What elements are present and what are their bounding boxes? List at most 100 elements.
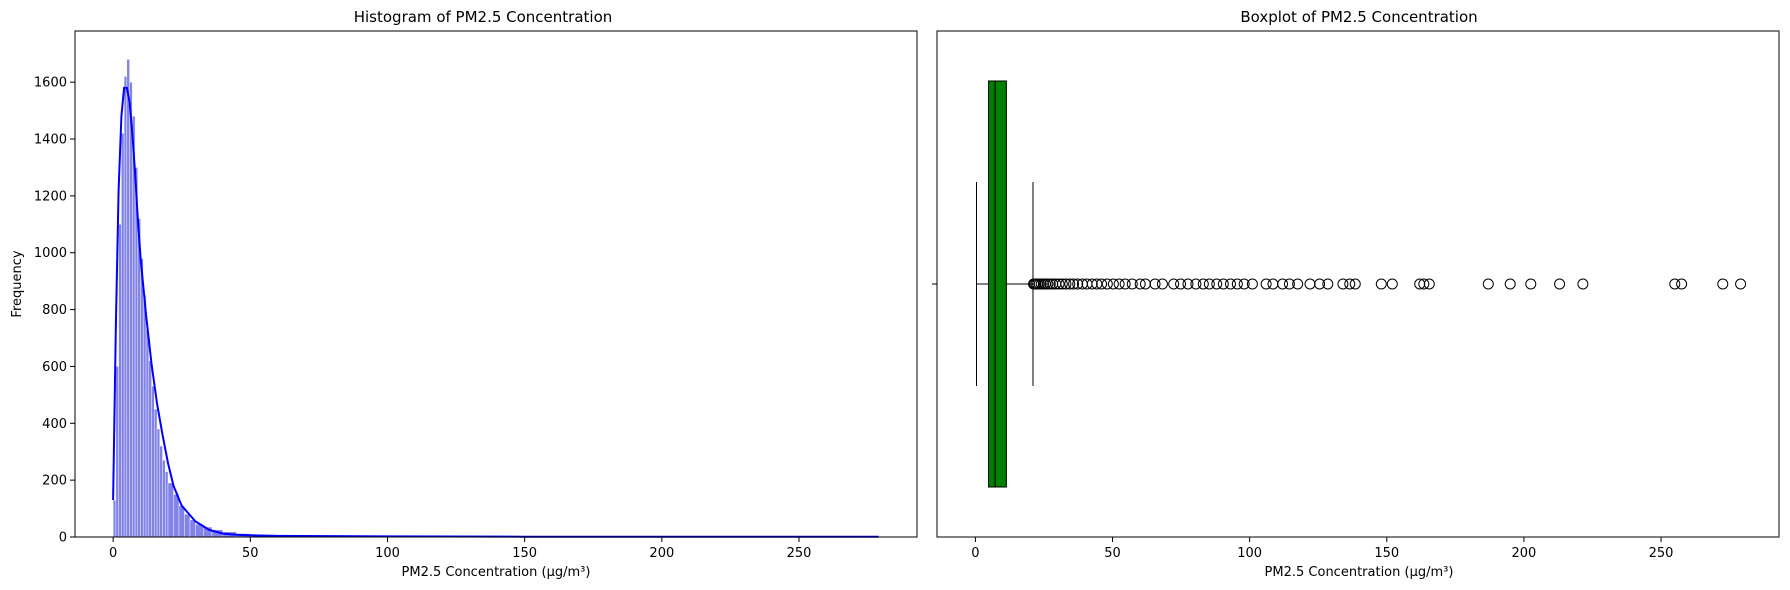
boxplot-outlier [1096,278,1108,290]
boxplot-outlier [1246,278,1258,290]
histogram-x-axis-label: PM2.5 Concentration (µg/m³) [402,565,591,580]
histogram-y-tick-label: 400 [42,417,67,432]
histogram-bar [121,133,125,538]
boxplot-outlier [1423,278,1435,290]
histogram-y-tick-label: 200 [42,474,67,489]
boxplot-outlier [1068,278,1080,290]
histogram-x-tick-label: 250 [787,546,812,561]
boxplot-x-tick-label: 200 [1512,546,1537,561]
histogram-y-tick-label: 600 [42,360,67,375]
boxplot-outlier [1149,278,1161,290]
histogram-bar [173,494,180,538]
boxplot-outlier [1203,278,1215,290]
boxplot-outlier [1292,278,1304,290]
boxplot-outlier [1134,278,1146,290]
boxplot-outlier [1418,278,1430,290]
boxplot-outlier [1044,278,1056,290]
boxplot-outlier [1231,278,1243,290]
histogram-bar [137,218,141,538]
boxplot-outlier [1119,278,1131,290]
boxplot-outlier [1717,278,1729,290]
boxplot-outlier [1525,278,1537,290]
boxplot-outlier [1238,278,1250,290]
histogram-bar [145,329,150,538]
histogram-y-tick-label: 1400 [34,133,67,148]
histogram-x-ticks: 0 50 100 150 200 250 [109,537,811,561]
boxplot-outlier [1224,278,1236,290]
boxplot-outlier [1072,278,1084,290]
histogram-bar [154,408,158,538]
boxplot-outlier [1386,278,1398,290]
histogram-bar [159,445,163,538]
boxplot-outlier [1504,278,1516,290]
histogram-bar [129,81,133,538]
histogram-bar [123,76,128,538]
boxplot-panel: Boxplot of PM2.5 Concentration 0 50 100 150… [932,8,1780,580]
histogram-bar [156,428,160,538]
histogram-x-tick-label: 150 [512,546,537,561]
boxplot-outlier [1349,278,1361,290]
histogram-x-tick-label: 50 [242,546,259,561]
boxplot-outlier [1304,278,1316,290]
boxplot-outlier [1375,278,1387,290]
histogram-frame [74,30,918,538]
histogram-bar [151,386,155,538]
boxplot-outlier [1056,278,1068,290]
boxplot-outlier [1344,278,1356,290]
boxplot-outlier [1182,278,1194,290]
histogram-bar [140,258,144,538]
boxplot-outlier [1676,278,1688,290]
boxplot-outlier [1113,278,1125,290]
boxplot-x-axis-label: PM2.5 Concentration (µg/m³) [1265,565,1454,580]
boxplot-box [988,80,1007,488]
boxplot-outlier [1190,278,1202,290]
boxplot-outlier [1101,278,1113,290]
boxplot-outlier [1314,278,1326,290]
boxplot-outlier [1217,278,1229,290]
boxplot-outlier [1197,278,1209,290]
boxplot-outlier [1086,278,1098,290]
histogram-y-tick-label: 1200 [34,189,67,204]
histogram-panel: Histogram of PM2.5 Concentration 0 50 100 1… [10,8,918,580]
histogram-bar [184,514,191,538]
histogram-bar [189,519,196,538]
histogram-y-tick-label: 0 [59,531,67,546]
boxplot-outlier [1337,278,1349,290]
boxplot-outlier [1156,278,1168,290]
histogram-bar [112,499,117,538]
histogram-bar [148,360,152,538]
histogram-bar [162,460,166,538]
boxplot-outlier [1168,278,1180,290]
histogram-y-tick-label: 1600 [34,76,67,91]
boxplot-outlier [1669,278,1681,290]
boxplot-outlier [1175,278,1187,290]
boxplot-outlier [1060,278,1072,290]
boxplot-outlier [1260,278,1272,290]
boxplot-outlier [1126,278,1138,290]
boxplot-outlier [1107,278,1119,290]
boxplot-outlier [1482,278,1494,290]
boxplot-x-tick-label: 0 [971,546,979,561]
histogram-bar [167,482,174,538]
histogram-y-axis-label: Frequency [10,250,25,317]
histogram-bar [126,59,130,538]
histogram-y-ticks: 0 200 400 600 800 1000 1200 1400 1600 [34,76,75,546]
histogram-x-tick-label: 200 [649,546,674,561]
boxplot-outlier [1064,278,1076,290]
histogram-x-tick-label: 0 [109,546,117,561]
boxplot-outlier [1735,278,1747,290]
boxplot-outlier [1554,278,1566,290]
histogram-bar [118,224,122,538]
boxplot-frame [936,30,1780,538]
kde-line [112,86,879,538]
boxplot-x-tick-label: 50 [1104,546,1121,561]
boxplot-outlier [1277,278,1289,290]
boxplot-plot-area [975,80,1747,488]
histogram-bar [165,471,169,538]
histogram-bar [178,505,185,538]
boxplot-x-ticks: 0 50 100 150 200 250 [971,537,1673,561]
boxplot-outlier [1283,278,1295,290]
histogram-bar [115,366,119,538]
boxplot-outlier [1267,278,1279,290]
